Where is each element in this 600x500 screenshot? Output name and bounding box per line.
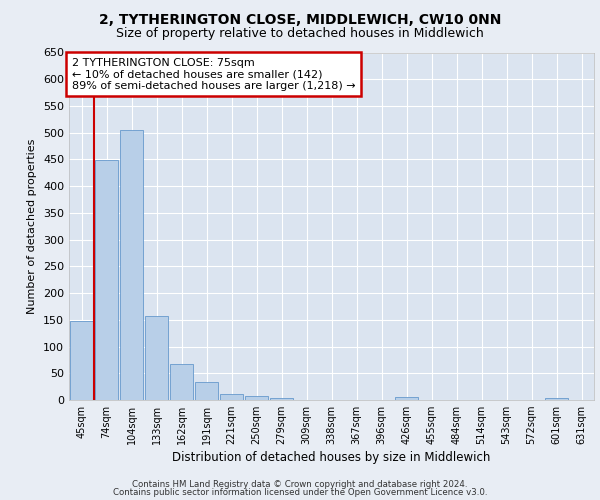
Bar bbox=[545, 398, 568, 400]
Text: 2, TYTHERINGTON CLOSE, MIDDLEWICH, CW10 0NN: 2, TYTHERINGTON CLOSE, MIDDLEWICH, CW10 … bbox=[99, 12, 501, 26]
Bar bbox=[95, 160, 118, 400]
Bar bbox=[245, 396, 268, 400]
Bar bbox=[145, 316, 169, 400]
Bar bbox=[194, 382, 218, 400]
Bar bbox=[119, 130, 143, 400]
X-axis label: Distribution of detached houses by size in Middlewich: Distribution of detached houses by size … bbox=[172, 452, 491, 464]
Text: Contains HM Land Registry data © Crown copyright and database right 2024.: Contains HM Land Registry data © Crown c… bbox=[132, 480, 468, 489]
Y-axis label: Number of detached properties: Number of detached properties bbox=[28, 138, 37, 314]
Text: Contains public sector information licensed under the Open Government Licence v3: Contains public sector information licen… bbox=[113, 488, 487, 497]
Bar bbox=[395, 398, 418, 400]
Bar bbox=[269, 398, 293, 400]
Bar bbox=[220, 394, 244, 400]
Text: 2 TYTHERINGTON CLOSE: 75sqm
← 10% of detached houses are smaller (142)
89% of se: 2 TYTHERINGTON CLOSE: 75sqm ← 10% of det… bbox=[71, 58, 355, 91]
Bar bbox=[170, 364, 193, 400]
Text: Size of property relative to detached houses in Middlewich: Size of property relative to detached ho… bbox=[116, 28, 484, 40]
Bar bbox=[70, 322, 94, 400]
